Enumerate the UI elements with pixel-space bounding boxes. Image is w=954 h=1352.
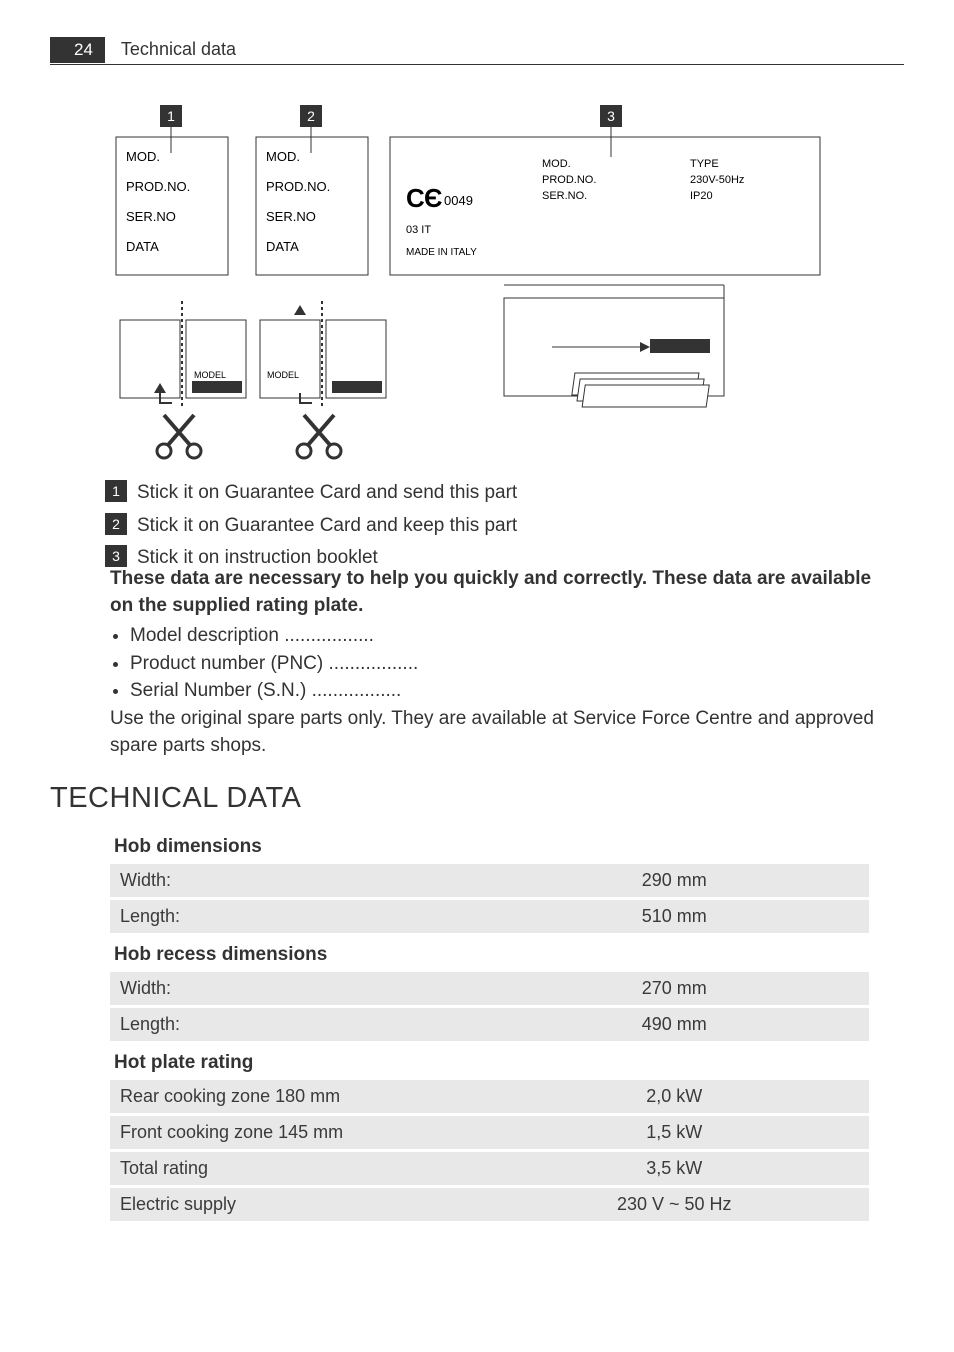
spec-label: Length: [120, 1014, 490, 1035]
spec-label: Width: [120, 978, 490, 999]
list-item: Model description ................. [130, 622, 879, 650]
table-row: Electric supply 230 V ~ 50 Hz [110, 1188, 869, 1221]
legend-text: Stick it on Guarantee Card and send this… [137, 480, 517, 507]
page-number: 24 [50, 37, 105, 63]
table-subhead: Hob dimensions [110, 828, 869, 864]
legend: 1 Stick it on Guarantee Card and send th… [105, 480, 879, 578]
svg-text:MOD.: MOD. [126, 149, 160, 164]
svg-text:3: 3 [607, 108, 615, 124]
table-row: Width: 290 mm [110, 864, 869, 897]
list-item: Product number (PNC) ................. [130, 650, 879, 678]
page-header: 24 Technical data [50, 35, 904, 65]
svg-text:MODEL: MODEL [194, 370, 226, 380]
legend-number: 1 [105, 480, 127, 502]
spec-value: 510 mm [490, 906, 860, 927]
table-row: Total rating 3,5 kW [110, 1152, 869, 1185]
spec-label: Total rating [120, 1158, 490, 1179]
list-item: Serial Number (S.N.) ................. [130, 677, 879, 705]
scissors-icon [157, 415, 201, 458]
legend-number: 3 [105, 545, 127, 567]
pages-icon [572, 373, 709, 407]
header-title: Technical data [121, 39, 236, 60]
svg-text:2: 2 [307, 108, 315, 124]
table-subhead: Hot plate rating [110, 1044, 869, 1080]
svg-text:MADE IN ITALY: MADE IN ITALY [406, 247, 477, 258]
section-heading: TECHNICAL DATA [50, 782, 301, 815]
table-row: Length: 510 mm [110, 900, 869, 933]
spec-label: Length: [120, 906, 490, 927]
table-row: Front cooking zone 145 mm 1,5 kW [110, 1116, 869, 1149]
spec-value: 1,5 kW [490, 1122, 860, 1143]
svg-text:MODEL: MODEL [267, 370, 299, 380]
table-subhead: Hob recess dimensions [110, 936, 869, 972]
svg-text:DATA: DATA [266, 239, 299, 254]
svg-text:DATA: DATA [126, 239, 159, 254]
svg-text:TYPE: TYPE [690, 158, 719, 170]
svg-text:IP20: IP20 [690, 190, 713, 202]
legend-item: 1 Stick it on Guarantee Card and send th… [105, 480, 879, 507]
spec-label: Width: [120, 870, 490, 891]
svg-text:SER.NO: SER.NO [126, 209, 176, 224]
svg-text:230V-50Hz: 230V-50Hz [690, 174, 744, 186]
spec-value: 490 mm [490, 1014, 860, 1035]
table-row: Width: 270 mm [110, 972, 869, 1005]
data-fields-list: Model description ................. Prod… [110, 622, 879, 705]
legend-number: 2 [105, 513, 127, 535]
spec-value: 2,0 kW [490, 1086, 860, 1107]
svg-text:MOD.: MOD. [266, 149, 300, 164]
spec-label: Rear cooking zone 180 mm [120, 1086, 490, 1107]
rating-plate-diagram: 1 MOD. PROD.NO. SER.NO DATA 2 MOD. PROD.… [110, 95, 870, 475]
rating-plate-note: These data are necessary to help you qui… [110, 566, 879, 619]
svg-text:PROD.NO.: PROD.NO. [542, 174, 596, 186]
svg-text:PROD.NO.: PROD.NO. [126, 179, 190, 194]
table-row: Length: 490 mm [110, 1008, 869, 1041]
legend-text: Stick it on Guarantee Card and keep this… [137, 513, 517, 540]
technical-data-table: Hob dimensions Width: 290 mm Length: 510… [110, 828, 869, 1224]
spare-parts-note: Use the original spare parts only. They … [110, 706, 879, 759]
svg-text:03 IT: 03 IT [406, 224, 431, 236]
spec-label: Electric supply [120, 1194, 490, 1215]
svg-text:SER.NO: SER.NO [266, 209, 316, 224]
spec-label: Front cooking zone 145 mm [120, 1122, 490, 1143]
legend-item: 2 Stick it on Guarantee Card and keep th… [105, 513, 879, 540]
svg-text:Є: Є [424, 183, 443, 213]
svg-text:PROD.NO.: PROD.NO. [266, 179, 330, 194]
svg-text:SER.NO.: SER.NO. [542, 190, 587, 202]
spec-value: 230 V ~ 50 Hz [490, 1194, 860, 1215]
svg-text:MOD.: MOD. [542, 158, 571, 170]
svg-text:1: 1 [167, 108, 175, 124]
svg-text:0049: 0049 [444, 193, 473, 208]
spec-value: 290 mm [490, 870, 860, 891]
svg-text:C: C [406, 183, 425, 213]
table-row: Rear cooking zone 180 mm 2,0 kW [110, 1080, 869, 1113]
spec-value: 270 mm [490, 978, 860, 999]
spec-value: 3,5 kW [490, 1158, 860, 1179]
scissors-icon [297, 415, 341, 458]
